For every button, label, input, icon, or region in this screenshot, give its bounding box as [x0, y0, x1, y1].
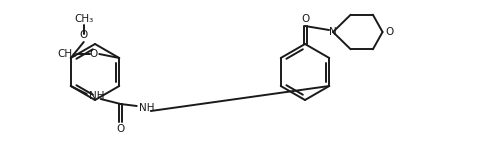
Text: N: N [329, 27, 337, 37]
Text: O: O [385, 27, 394, 37]
Text: CH₃: CH₃ [57, 49, 76, 59]
Text: NH: NH [139, 103, 154, 113]
Text: O: O [301, 14, 309, 24]
Text: O: O [117, 124, 125, 134]
Text: CH₃: CH₃ [74, 14, 93, 24]
Text: O: O [89, 49, 97, 59]
Text: NH: NH [89, 91, 104, 101]
Text: O: O [80, 30, 88, 40]
